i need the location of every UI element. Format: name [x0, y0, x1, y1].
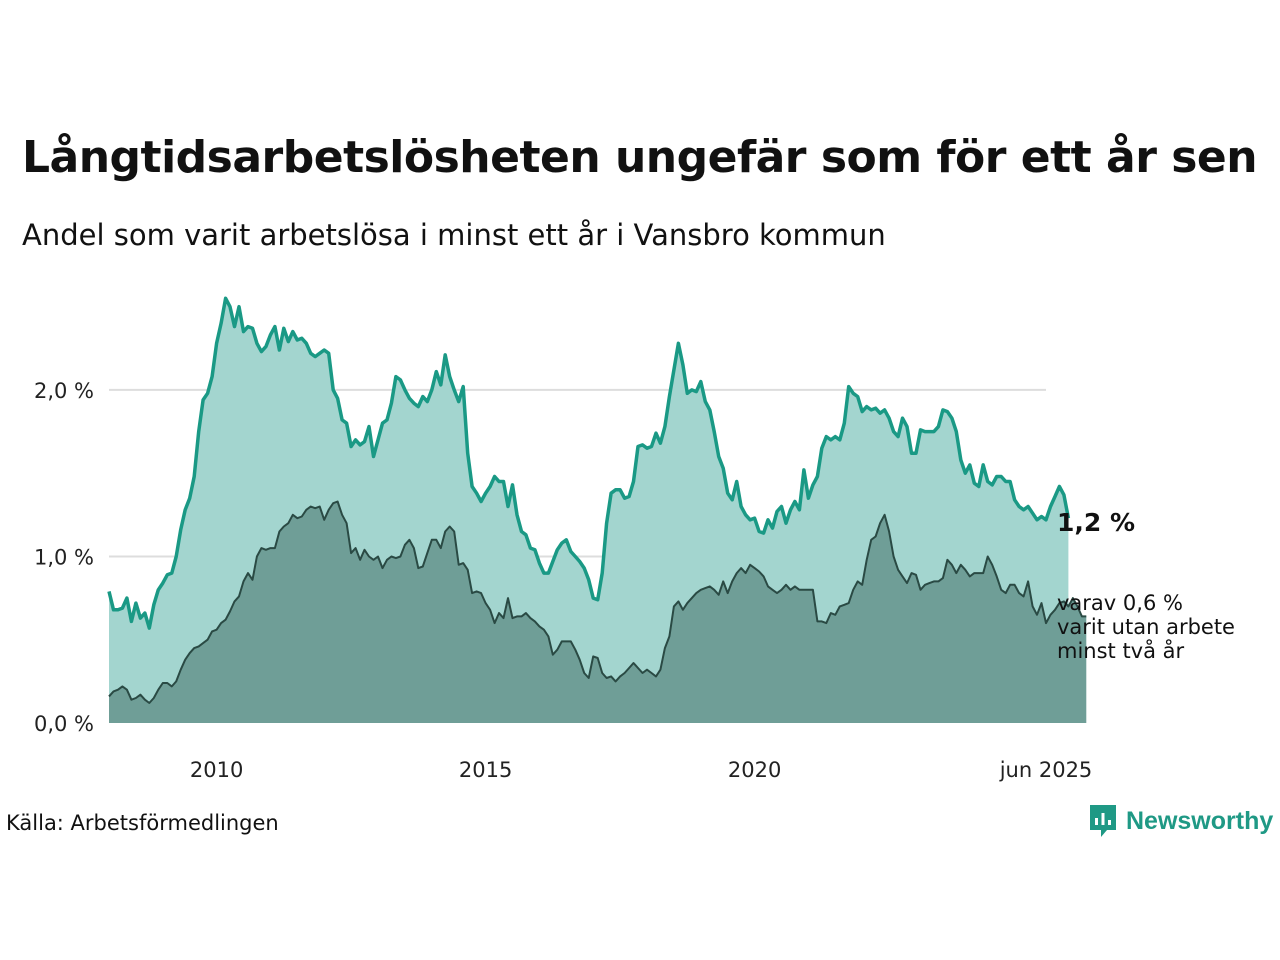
y-axis: 0,0 % 1,0 % 2,0 %	[34, 379, 94, 736]
series2-end-label-line: minst två år	[1057, 638, 1185, 663]
y-tick-label: 0,0 %	[34, 712, 94, 736]
y-tick-label: 2,0 %	[34, 379, 94, 403]
x-tick-label: 2015	[459, 758, 512, 782]
source-note: Källa: Arbetsförmedlingen	[6, 811, 279, 835]
y-tick-label: 1,0 %	[34, 545, 94, 569]
newsworthy-logo-text: Newsworthy	[1126, 806, 1274, 835]
chart-title: Långtidsarbetslösheten ungefär som för e…	[22, 132, 1258, 183]
series2-end-label-line: varit utan arbete	[1057, 615, 1235, 639]
series2-line	[108, 500, 1087, 704]
series1-end-label: 1,2 %	[1057, 508, 1135, 537]
series2-area	[109, 501, 1087, 723]
series1-line	[107, 296, 1071, 630]
x-tick-label: 2020	[728, 758, 781, 782]
x-tick-label: jun 2025	[999, 758, 1093, 782]
newsworthy-logo[interactable]: Newsworthy	[1088, 803, 1273, 839]
newsworthy-logo-icon	[1090, 805, 1116, 837]
series2-end-label-line: varav 0,6 %	[1057, 591, 1183, 615]
x-axis: 2010 2015 2020 jun 2025	[190, 758, 1092, 782]
chart-subtitle: Andel som varit arbetslösa i minst ett å…	[22, 218, 886, 252]
x-tick-label: 2010	[190, 758, 243, 782]
